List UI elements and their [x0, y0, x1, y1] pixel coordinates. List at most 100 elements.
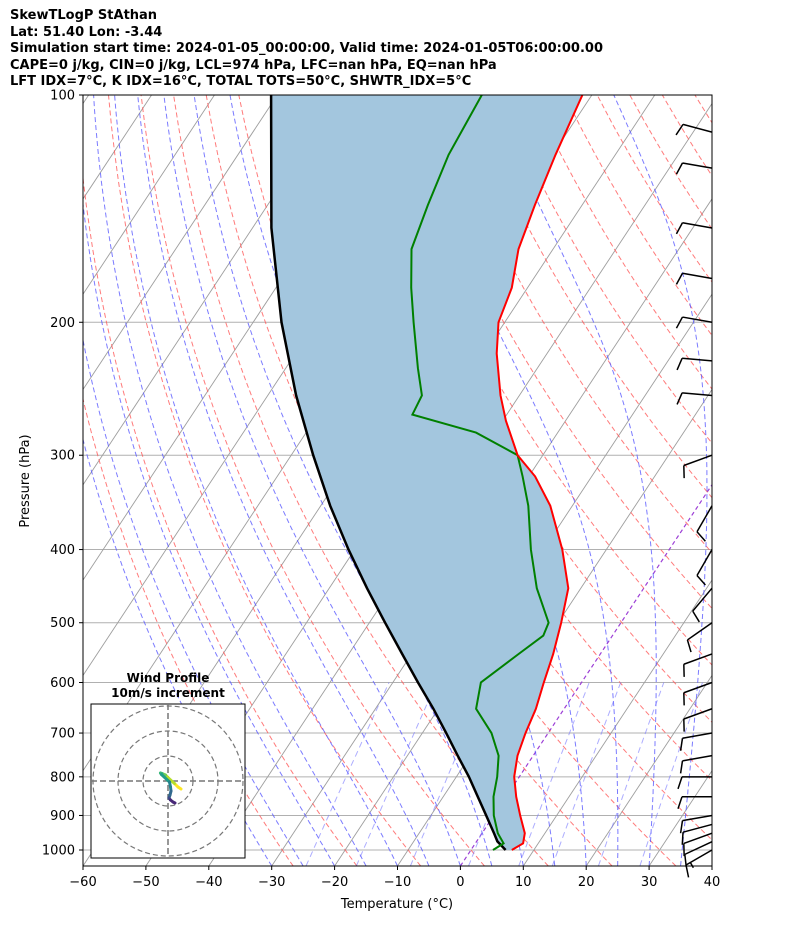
y-tick-label: 100	[50, 89, 75, 104]
y-tick-label: 600	[50, 676, 75, 691]
wind-barb	[692, 587, 713, 623]
wind-barb	[677, 776, 712, 790]
wind-barb	[683, 681, 713, 706]
x-tick-label: 10	[515, 875, 532, 890]
x-tick-label: −50	[132, 875, 159, 890]
moist-adiabat	[137, 95, 430, 866]
isotherm	[83, 95, 341, 486]
y-tick-label: 400	[50, 543, 75, 558]
hodograph-segment	[171, 800, 177, 805]
y-tick-label: 900	[50, 809, 75, 824]
cin-shading	[271, 95, 583, 850]
isotherm	[648, 769, 712, 866]
x-tick-label: 0	[456, 875, 464, 890]
y-tick-label: 300	[50, 449, 75, 464]
dry-adiabat	[661, 95, 712, 177]
y-tick-label: 800	[50, 770, 75, 785]
mixing-ratio-line	[639, 682, 703, 866]
isotherm	[711, 865, 712, 866]
mixing-ratio-line	[597, 682, 665, 866]
dry-adiabat	[83, 397, 294, 866]
isotherm	[83, 95, 215, 295]
location-line: Lat: 51.40 Lon: -3.44	[10, 24, 163, 40]
dry-adiabat	[498, 95, 712, 444]
wind-barb	[683, 454, 713, 479]
moist-adiabat	[163, 95, 461, 866]
y-tick-label: 200	[50, 316, 75, 331]
mixing-ratio-line	[409, 682, 488, 866]
time-line: Simulation start time: 2024-01-05_00:00:…	[10, 41, 603, 56]
chart-title-block: SkewTLogP StAthan Lat: 51.40 Lon: -3.44 …	[10, 8, 603, 91]
dry-adiabat	[368, 95, 712, 666]
hodograph-segment	[160, 773, 171, 784]
wind-barb	[676, 357, 713, 371]
moist-adiabat	[398, 95, 619, 866]
x-tick-label: −20	[321, 875, 348, 890]
moist-adiabat	[83, 200, 336, 866]
moist-adiabat	[114, 95, 398, 866]
wind-barb	[675, 123, 713, 136]
hodograph-title: Wind Profile	[127, 671, 210, 685]
isotherm	[775, 95, 794, 866]
x-axis-label: Temperature (°C)	[340, 897, 453, 912]
wind-barb	[677, 795, 712, 809]
x-tick-label: −40	[195, 875, 222, 890]
moist-adiabat	[93, 95, 367, 866]
wind-barb	[685, 849, 713, 878]
moist-adiabat	[613, 95, 708, 866]
dry-adiabat	[596, 95, 712, 283]
y-tick-label: 500	[50, 616, 75, 631]
dewpoint-line	[410, 95, 550, 851]
wind-barb	[696, 549, 713, 586]
wind-barb	[675, 272, 713, 285]
isotherm	[585, 674, 712, 866]
x-tick-label: −30	[258, 875, 285, 890]
indices-line-1: CAPE=0 j/kg, CIN=0 j/kg, LCL=974 hPa, LF…	[10, 57, 497, 73]
wind-barb	[679, 732, 713, 751]
wind-barb	[675, 316, 713, 329]
moist-adiabat	[193, 95, 493, 866]
isotherm	[83, 95, 278, 391]
moist-adiabat	[744, 95, 794, 866]
mixing-ratio-line	[551, 682, 622, 866]
parcel-profile-line	[269, 95, 507, 851]
x-tick-label: −60	[69, 875, 96, 890]
isotherm	[334, 293, 712, 866]
dry-adiabat	[760, 95, 794, 866]
mixing-ratio-line	[355, 682, 437, 866]
wind-barb	[681, 823, 713, 845]
wind-barb	[683, 653, 713, 677]
indices-line-2: LFT IDX=7°C, K IDX=16°C, TOTAL TOTS=50°C…	[10, 74, 472, 89]
wind-barb	[679, 814, 713, 834]
wind-barb	[686, 622, 713, 653]
dry-adiabat	[83, 173, 358, 866]
x-tick-label: −10	[384, 875, 411, 890]
mixing-ratio-line	[518, 682, 590, 866]
wind-barb	[676, 392, 713, 405]
x-tick-label: 30	[641, 875, 658, 890]
y-tick-label: 700	[50, 727, 75, 742]
x-tick-label: 40	[704, 875, 721, 890]
moist-adiabat	[83, 437, 273, 866]
hodograph-subtitle: 10m/s increment	[111, 686, 225, 700]
dry-adiabat	[173, 95, 549, 866]
wind-barb	[675, 162, 713, 175]
isotherm	[83, 95, 90, 105]
wind-barb	[683, 708, 713, 732]
moist-adiabat	[711, 862, 712, 866]
chart-title: SkewTLogP StAthan	[10, 8, 158, 23]
mixing-ratio-line	[305, 682, 390, 866]
dry-adiabat	[694, 95, 712, 124]
wind-barb	[684, 841, 713, 868]
isotherm	[522, 579, 712, 866]
dry-adiabat	[728, 95, 794, 866]
wind-barb	[675, 222, 713, 235]
wind-barb	[696, 505, 713, 542]
wind-barb	[679, 754, 713, 774]
dry-adiabat	[140, 95, 485, 866]
x-tick-label: 20	[578, 875, 595, 890]
dry-adiabat	[108, 95, 422, 866]
moist-adiabat	[83, 337, 304, 866]
temperature-line	[495, 95, 584, 851]
